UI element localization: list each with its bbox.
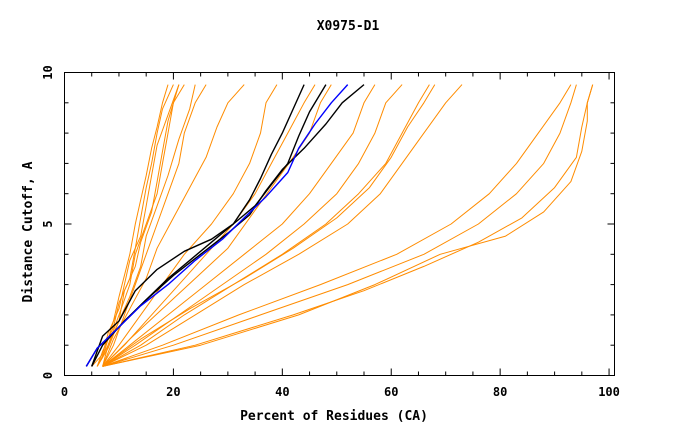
y-tick-label: 10 [41,65,55,79]
orange-series-line-2 [96,84,174,367]
x-axis-label: Percent of Residues (CA) [240,409,428,424]
black-series-line-23 [85,84,365,367]
x-tick-label: 0 [61,385,68,399]
black-series-line-21 [91,84,305,367]
orange-series-line-16 [102,84,463,367]
x-tick-label: 100 [598,385,620,399]
orange-series-line-9 [102,84,278,367]
orange-series-line-14 [102,84,430,367]
orange-series-line-8 [102,84,245,367]
orange-series-line-13 [102,84,403,367]
chart-title: X0975-D1 [317,19,380,34]
orange-series-line-1 [96,84,169,367]
orange-series-line-6 [102,84,196,367]
orange-series-line-12 [102,84,376,367]
tick-layer: 0 20 40 60 80 100 0 5 10 [41,65,620,399]
orange-series-line-19 [102,84,594,367]
orange-series-line-17 [102,84,572,367]
x-tick-label: 40 [275,385,289,399]
series-layer [85,84,594,367]
orange-series-line-20 [102,84,594,367]
orange-series-line-15 [102,84,436,367]
orange-series-line-3 [91,84,180,367]
blue-series-line-24 [85,84,349,367]
x-tick-label: 20 [166,385,180,399]
orange-series-line-4 [96,84,180,367]
y-tick-label: 0 [41,372,55,379]
x-tick-label: 80 [493,385,507,399]
y-axis-label: Distance Cutoff, A [21,161,36,302]
orange-series-line-11 [102,84,332,367]
y-tick-label: 5 [41,220,55,227]
x-tick-label: 60 [384,385,398,399]
black-series-line-22 [91,84,327,367]
orange-series-line-18 [102,84,577,367]
